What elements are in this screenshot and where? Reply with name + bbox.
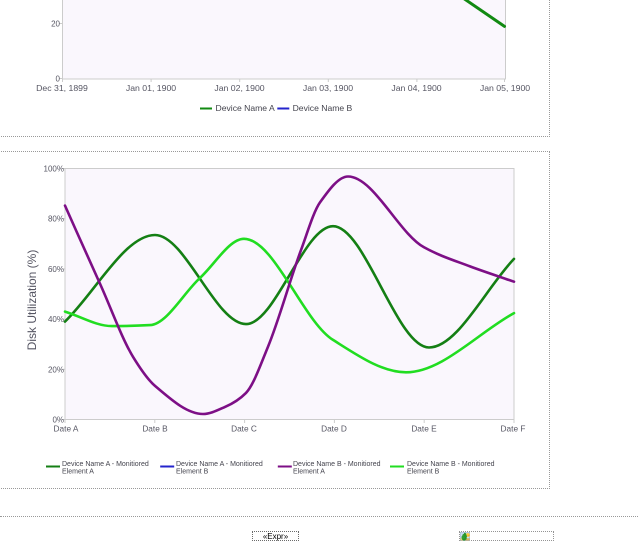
svg-text:0: 0 — [56, 75, 61, 84]
svg-text:Device Name B: Device Name B — [293, 103, 353, 113]
svg-text:0%: 0% — [52, 416, 64, 425]
svg-text:Disk Utilization (%): Disk Utilization (%) — [25, 250, 39, 351]
svg-text:Date B: Date B — [142, 424, 168, 434]
svg-text:Date D: Date D — [321, 424, 347, 434]
svg-text:Element B: Element B — [407, 469, 440, 476]
svg-text:100%: 100% — [44, 165, 64, 174]
svg-text:Device Name A - Monitiored: Device Name A - Monitiored — [176, 461, 263, 468]
svg-text:Date C: Date C — [231, 424, 257, 434]
svg-text:Device Name A: Device Name A — [216, 103, 275, 113]
svg-text:Date E: Date E — [411, 424, 437, 434]
svg-text:40%: 40% — [48, 315, 64, 324]
svg-text:20: 20 — [51, 20, 60, 29]
svg-text:Device Name A - Monitiored: Device Name A - Monitiored — [62, 461, 149, 468]
svg-text:80%: 80% — [48, 215, 64, 224]
svg-text:Element A: Element A — [62, 469, 94, 476]
svg-text:Date F: Date F — [501, 424, 526, 434]
svg-text:20%: 20% — [48, 365, 64, 374]
svg-text:Jan 04, 1900: Jan 04, 1900 — [391, 83, 441, 93]
svg-text:Jan 05, 1900: Jan 05, 1900 — [480, 83, 530, 93]
svg-text:Jan 03, 1900: Jan 03, 1900 — [303, 83, 353, 93]
svg-text:Device Name B - Monitiored: Device Name B - Monitiored — [293, 461, 381, 468]
svg-text:60%: 60% — [48, 265, 64, 274]
svg-text:Jan 01, 1900: Jan 01, 1900 — [126, 83, 176, 93]
svg-text:Element B: Element B — [176, 469, 209, 476]
svg-text:Dec 31, 1899: Dec 31, 1899 — [36, 83, 88, 93]
svg-text:Device Name B - Monitiored: Device Name B - Monitiored — [407, 461, 495, 468]
svg-text:Element A: Element A — [293, 469, 325, 476]
svg-text:Jan 02, 1900: Jan 02, 1900 — [214, 83, 264, 93]
svg-text:Date A: Date A — [54, 424, 79, 434]
